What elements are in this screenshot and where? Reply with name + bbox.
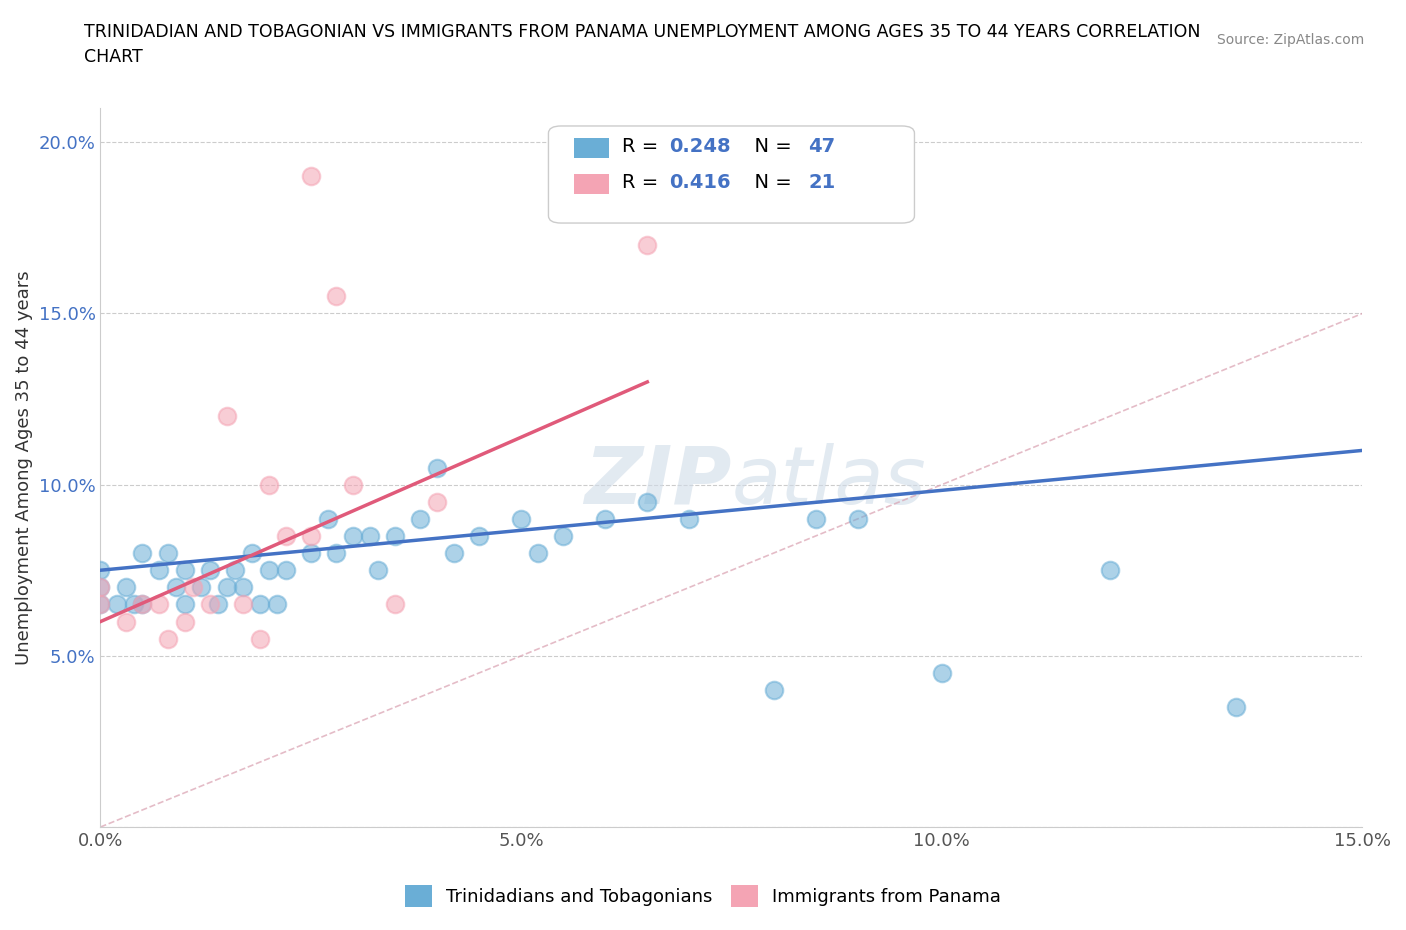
- FancyBboxPatch shape: [574, 174, 609, 194]
- Point: [89, 563, 111, 578]
- Point: [274, 563, 297, 578]
- Point: [148, 563, 170, 578]
- Point: [148, 597, 170, 612]
- Point: [114, 614, 136, 629]
- Point: [510, 512, 533, 526]
- Point: [1099, 563, 1122, 578]
- Y-axis label: Unemployment Among Ages 35 to 44 years: Unemployment Among Ages 35 to 44 years: [15, 271, 32, 665]
- Point: [105, 597, 128, 612]
- Point: [468, 528, 491, 543]
- Point: [426, 460, 449, 475]
- Text: Source: ZipAtlas.com: Source: ZipAtlas.com: [1216, 33, 1364, 46]
- Point: [325, 289, 347, 304]
- Point: [325, 546, 347, 561]
- Point: [89, 597, 111, 612]
- Text: TRINIDADIAN AND TOBAGONIAN VS IMMIGRANTS FROM PANAMA UNEMPLOYMENT AMONG AGES 35 : TRINIDADIAN AND TOBAGONIAN VS IMMIGRANTS…: [84, 23, 1201, 41]
- Text: N =: N =: [741, 137, 797, 155]
- Point: [122, 597, 145, 612]
- Text: R =: R =: [621, 173, 664, 192]
- Point: [89, 580, 111, 595]
- FancyBboxPatch shape: [548, 126, 914, 223]
- Point: [299, 169, 322, 184]
- Point: [240, 546, 263, 561]
- Point: [931, 666, 953, 681]
- Point: [527, 546, 550, 561]
- Point: [207, 597, 229, 612]
- Point: [156, 546, 179, 561]
- Point: [232, 597, 254, 612]
- Point: [384, 528, 406, 543]
- Point: [156, 631, 179, 646]
- Point: [299, 528, 322, 543]
- Point: [367, 563, 389, 578]
- Point: [114, 580, 136, 595]
- FancyBboxPatch shape: [574, 139, 609, 158]
- Text: 47: 47: [808, 137, 835, 155]
- Point: [215, 580, 238, 595]
- Point: [636, 237, 658, 252]
- Point: [342, 477, 364, 492]
- Text: 0.248: 0.248: [669, 137, 731, 155]
- Point: [198, 563, 221, 578]
- Point: [316, 512, 339, 526]
- Point: [89, 580, 111, 595]
- Text: 0.416: 0.416: [669, 173, 731, 192]
- Point: [131, 597, 153, 612]
- Point: [165, 580, 187, 595]
- Point: [131, 546, 153, 561]
- Point: [678, 512, 700, 526]
- Point: [846, 512, 869, 526]
- Point: [198, 597, 221, 612]
- Point: [173, 614, 195, 629]
- Point: [1225, 699, 1247, 714]
- Point: [173, 597, 195, 612]
- Point: [173, 563, 195, 578]
- Point: [359, 528, 381, 543]
- Point: [224, 563, 246, 578]
- Text: 21: 21: [808, 173, 835, 192]
- Point: [762, 683, 785, 698]
- Point: [384, 597, 406, 612]
- Point: [257, 563, 280, 578]
- Point: [443, 546, 465, 561]
- Text: CHART: CHART: [84, 48, 143, 66]
- Text: atlas: atlas: [731, 443, 927, 521]
- Point: [636, 495, 658, 510]
- Point: [299, 546, 322, 561]
- Legend: Trinidadians and Tobagonians, Immigrants from Panama: Trinidadians and Tobagonians, Immigrants…: [396, 876, 1010, 916]
- Point: [342, 528, 364, 543]
- Point: [249, 597, 271, 612]
- Point: [89, 597, 111, 612]
- Point: [804, 512, 827, 526]
- Point: [426, 495, 449, 510]
- Text: ZIP: ZIP: [583, 443, 731, 521]
- Point: [215, 408, 238, 423]
- Point: [190, 580, 212, 595]
- Text: R =: R =: [621, 137, 664, 155]
- Point: [131, 597, 153, 612]
- Point: [553, 528, 575, 543]
- Point: [593, 512, 616, 526]
- Point: [257, 477, 280, 492]
- Text: N =: N =: [741, 173, 797, 192]
- Point: [249, 631, 271, 646]
- Point: [181, 580, 204, 595]
- Point: [274, 528, 297, 543]
- Point: [232, 580, 254, 595]
- Point: [409, 512, 432, 526]
- Point: [266, 597, 288, 612]
